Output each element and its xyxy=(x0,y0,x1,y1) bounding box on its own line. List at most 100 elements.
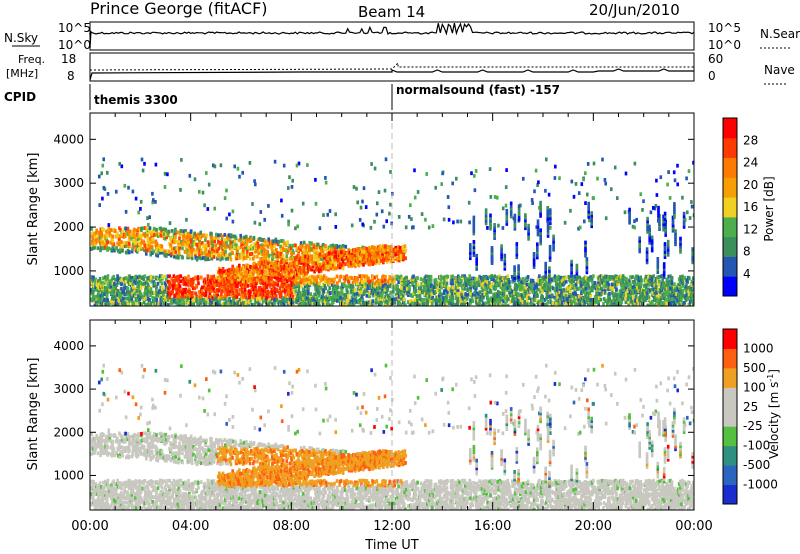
power-echo xyxy=(365,278,368,283)
power-echo xyxy=(138,274,141,279)
power-echo xyxy=(486,276,490,281)
power-echo xyxy=(575,298,579,302)
power-echo xyxy=(193,241,197,246)
power-echo xyxy=(246,276,249,281)
power-echo xyxy=(556,288,560,293)
power-echo xyxy=(571,299,574,304)
power-echo xyxy=(463,295,466,300)
power-echo xyxy=(400,286,403,290)
power-echo xyxy=(103,297,107,302)
power-echo xyxy=(665,283,668,287)
power-echo xyxy=(130,275,134,280)
power-echo xyxy=(327,289,330,294)
power-echo xyxy=(303,271,307,276)
power-echo xyxy=(191,291,194,295)
power-echo xyxy=(631,275,634,279)
power-echo xyxy=(460,279,463,283)
power-echo xyxy=(349,289,353,293)
power-echo xyxy=(152,229,155,233)
power-echo xyxy=(624,285,628,290)
power-echo xyxy=(591,301,594,305)
power-echo xyxy=(195,283,198,288)
power-echo xyxy=(169,237,172,242)
power-echo xyxy=(579,295,583,300)
power-echo xyxy=(284,243,288,248)
power-echo xyxy=(307,301,310,306)
power-echo xyxy=(224,296,227,301)
power-echo xyxy=(273,291,277,295)
power-echo xyxy=(360,294,364,299)
power-echo xyxy=(229,242,232,247)
power-echo xyxy=(155,253,158,257)
power-echo xyxy=(297,303,301,306)
power-echo xyxy=(250,251,254,256)
power-echo xyxy=(114,298,118,303)
power-echo xyxy=(336,295,339,299)
power-echo xyxy=(405,278,408,283)
power-echo xyxy=(309,302,312,306)
power-echo xyxy=(230,282,233,287)
power-echo xyxy=(187,282,190,287)
power-echo xyxy=(290,252,293,257)
power-echo xyxy=(331,243,335,248)
power-echo xyxy=(474,288,477,293)
power-echo xyxy=(419,286,423,291)
power-echo xyxy=(306,254,310,258)
power-echo xyxy=(479,303,483,306)
power-echo xyxy=(543,298,546,302)
power-echo xyxy=(463,302,467,306)
power-echo xyxy=(151,295,154,300)
power-echo xyxy=(650,293,654,297)
power-echo xyxy=(252,235,256,240)
power-echo xyxy=(208,291,212,296)
power-echo xyxy=(305,248,308,253)
power-echo xyxy=(228,245,232,250)
power-echo xyxy=(311,278,315,283)
power-echo xyxy=(404,283,408,288)
power-echo xyxy=(138,241,141,246)
power-echo xyxy=(103,242,106,247)
power-echo xyxy=(378,293,381,298)
power-echo xyxy=(209,242,213,247)
power-echo xyxy=(352,303,355,306)
power-echo xyxy=(97,297,100,301)
power-echo xyxy=(173,298,176,303)
power-echo xyxy=(681,284,685,288)
power-echo xyxy=(336,285,339,289)
power-echo xyxy=(186,293,189,298)
power-echo xyxy=(289,265,293,270)
power-echo xyxy=(138,297,142,301)
power-echo xyxy=(168,229,171,234)
power-echo xyxy=(335,274,339,279)
power-echo xyxy=(188,232,192,237)
power-echo xyxy=(351,297,355,302)
power-echo xyxy=(233,296,237,300)
power-echo xyxy=(564,293,568,298)
power-echo xyxy=(692,297,694,302)
power-echo xyxy=(639,286,643,290)
power-echo xyxy=(214,243,218,248)
power-echo xyxy=(239,288,242,292)
noise-sky-trace xyxy=(88,22,695,49)
power-echo xyxy=(626,289,629,293)
power-echo xyxy=(237,277,240,282)
power-echo xyxy=(91,231,95,236)
power-echo xyxy=(674,287,677,292)
power-echo xyxy=(383,287,387,292)
power-echo xyxy=(192,301,195,306)
power-echo xyxy=(150,279,153,284)
power-echo xyxy=(453,279,457,284)
power-echo xyxy=(463,274,466,279)
power-echo xyxy=(503,276,506,280)
power-echo xyxy=(431,301,434,306)
power-echo xyxy=(284,294,287,298)
power-echo xyxy=(231,282,235,286)
power-echo xyxy=(222,241,225,245)
power-echo xyxy=(328,286,331,290)
power-echo xyxy=(419,277,423,281)
power-echo xyxy=(116,248,120,253)
power-echo xyxy=(201,285,204,290)
power-echo xyxy=(198,240,201,245)
power-echo xyxy=(652,274,655,279)
power-echo xyxy=(91,286,95,291)
